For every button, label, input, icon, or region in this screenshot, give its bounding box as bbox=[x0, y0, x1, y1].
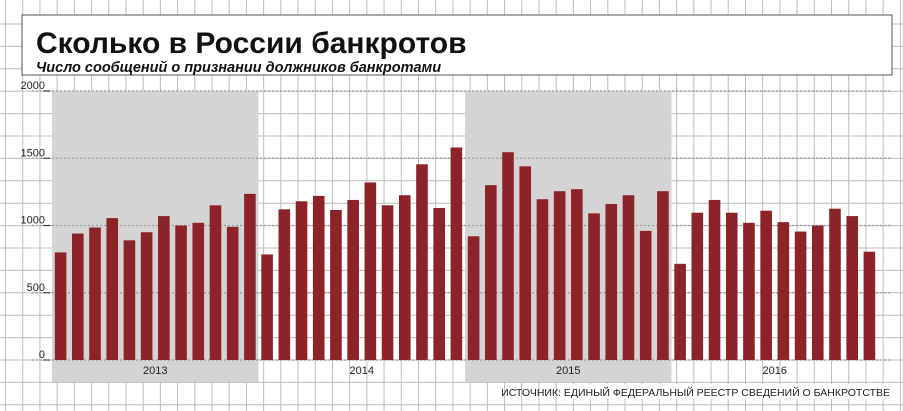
bar bbox=[123, 240, 136, 360]
chart-title: Сколько в России банкротов bbox=[36, 27, 467, 60]
y-tick-label-1500: 1500 bbox=[21, 147, 45, 159]
year-label-2015: 2015 bbox=[556, 365, 580, 377]
source-backing bbox=[560, 384, 893, 399]
bar bbox=[364, 182, 377, 360]
bar bbox=[777, 222, 790, 360]
y-tick-label-500: 500 bbox=[27, 282, 45, 294]
bar bbox=[175, 225, 187, 360]
bar bbox=[553, 191, 566, 360]
year-label-2016: 2016 bbox=[763, 365, 787, 377]
bar bbox=[226, 226, 239, 360]
bar bbox=[811, 225, 824, 360]
bar bbox=[743, 222, 755, 360]
year-label-2014: 2014 bbox=[350, 365, 374, 377]
bar bbox=[347, 199, 359, 360]
bar bbox=[261, 254, 273, 360]
year-shade-2015 bbox=[465, 91, 672, 382]
year-labels: 2013 2014 2015 2016 bbox=[143, 365, 787, 377]
year-shade-2013 bbox=[52, 91, 259, 382]
bar bbox=[54, 252, 67, 360]
bar bbox=[622, 195, 635, 360]
bar bbox=[158, 216, 170, 360]
bar bbox=[519, 166, 532, 360]
year-label-2013: 2013 bbox=[143, 365, 167, 377]
bar bbox=[846, 216, 858, 360]
bar bbox=[571, 189, 583, 360]
bar bbox=[433, 208, 445, 360]
bars bbox=[54, 147, 876, 360]
bar bbox=[416, 164, 428, 360]
bar bbox=[192, 222, 205, 360]
y-tick-label-2000: 2000 bbox=[21, 80, 45, 92]
bar bbox=[691, 212, 704, 360]
bar bbox=[278, 209, 291, 360]
year-shading bbox=[52, 91, 672, 382]
bar bbox=[794, 231, 807, 360]
bar bbox=[674, 263, 686, 360]
bar bbox=[106, 218, 119, 360]
bar bbox=[657, 191, 669, 360]
bar bbox=[467, 236, 480, 360]
bar bbox=[398, 195, 411, 360]
bar bbox=[760, 210, 772, 360]
bar bbox=[502, 152, 514, 360]
source-note: ИСТОЧНИК: ЕДИНЫЙ ФЕДЕРАЛЬНЫЙ РЕЕСТР СВЕД… bbox=[501, 386, 890, 399]
bar bbox=[639, 230, 652, 360]
bar bbox=[209, 205, 222, 360]
bar bbox=[381, 205, 394, 360]
y-tick-label-1000: 1000 bbox=[21, 215, 45, 227]
bar bbox=[312, 195, 325, 360]
bar bbox=[295, 201, 308, 360]
bar bbox=[588, 213, 600, 360]
bar bbox=[450, 147, 463, 360]
bar bbox=[605, 203, 618, 360]
chart-subtitle: Число сообщений о признании должников ба… bbox=[36, 60, 441, 76]
bar bbox=[244, 193, 256, 360]
bar bbox=[829, 208, 841, 360]
bar bbox=[72, 233, 84, 360]
bar bbox=[536, 199, 549, 360]
y-tick-label-0: 0 bbox=[39, 349, 45, 361]
bar bbox=[330, 210, 342, 360]
bar bbox=[725, 212, 738, 360]
bar bbox=[708, 199, 721, 360]
bar bbox=[140, 232, 153, 360]
y-axis-ticks: 0 500 1000 1500 2000 bbox=[21, 80, 50, 361]
bar bbox=[485, 185, 497, 360]
title-box bbox=[21, 14, 893, 76]
bar bbox=[89, 227, 101, 360]
bar bbox=[863, 251, 876, 360]
